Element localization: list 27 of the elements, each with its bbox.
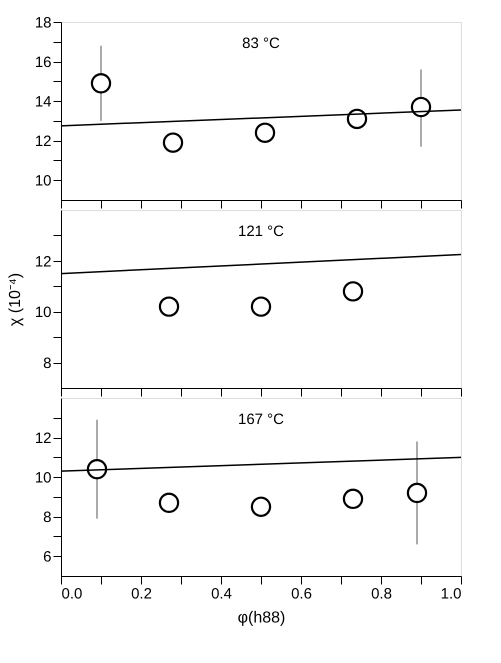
x-axis-title: φ(h88)	[238, 610, 286, 626]
x-tick-label: 0.2	[131, 586, 152, 602]
y-axis-title: χ (10⁻⁴)	[6, 272, 24, 326]
x-tick-label: 1.0	[440, 586, 462, 602]
y-tick-label: 10	[34, 470, 52, 487]
x-tick-label: 0.0	[62, 586, 82, 602]
y-tick-label: 6	[43, 548, 52, 566]
annotation: 83 °C	[242, 35, 280, 52]
y-tick-label: 12	[34, 133, 52, 150]
y-tick-label: 10	[34, 304, 52, 322]
y-tick-label: 12	[34, 253, 52, 270]
x-tick-label: 0.6	[291, 586, 312, 602]
y-tick-label: 10	[34, 172, 52, 190]
point	[90, 73, 112, 94]
point	[410, 96, 432, 118]
y-tick-label: 14	[34, 94, 52, 111]
y-tick-label: 8	[43, 355, 52, 372]
x-tick-label: 0.4	[211, 586, 232, 602]
annotation: 167 °C	[238, 411, 284, 428]
y-tick-label: 12	[34, 430, 52, 448]
y-tick-label: 8	[43, 509, 52, 526]
annotation: 121 °C	[238, 223, 284, 240]
y-tick-label: 16	[34, 54, 52, 72]
point	[254, 122, 276, 143]
x-tick-label: 0.8	[371, 586, 392, 602]
point	[162, 132, 184, 153]
y-tick-label: 18	[34, 14, 52, 32]
